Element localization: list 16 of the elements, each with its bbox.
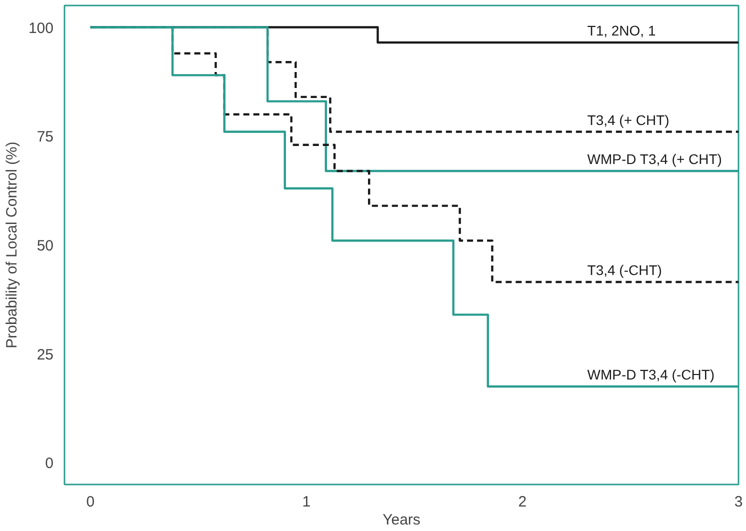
x-tick-label: 0 <box>86 494 95 510</box>
x-tick-label: 1 <box>302 494 311 510</box>
series-label: WMP-D T3,4 (+ CHT) <box>587 150 722 167</box>
x-tick-label: 3 <box>734 494 743 510</box>
y-tick-label: 75 <box>36 128 54 146</box>
series-label: T3,4 (+ CHT) <box>587 112 670 128</box>
y-tick-label: 50 <box>36 238 54 254</box>
y-tick-label: 25 <box>36 346 54 364</box>
y-tick-label: 0 <box>45 455 54 472</box>
series-label: T3,4 (-CHT) <box>587 262 662 278</box>
x-axis-title: Years <box>382 512 420 528</box>
y-tick-label: 100 <box>28 20 54 37</box>
series-label: T1, 2NO, 1 <box>587 22 656 39</box>
x-tick-label: 2 <box>518 494 527 510</box>
y-axis-title: Probability of Local Control (%) <box>3 142 20 348</box>
series-label: WMP-D T3,4 (-CHT) <box>587 366 715 383</box>
